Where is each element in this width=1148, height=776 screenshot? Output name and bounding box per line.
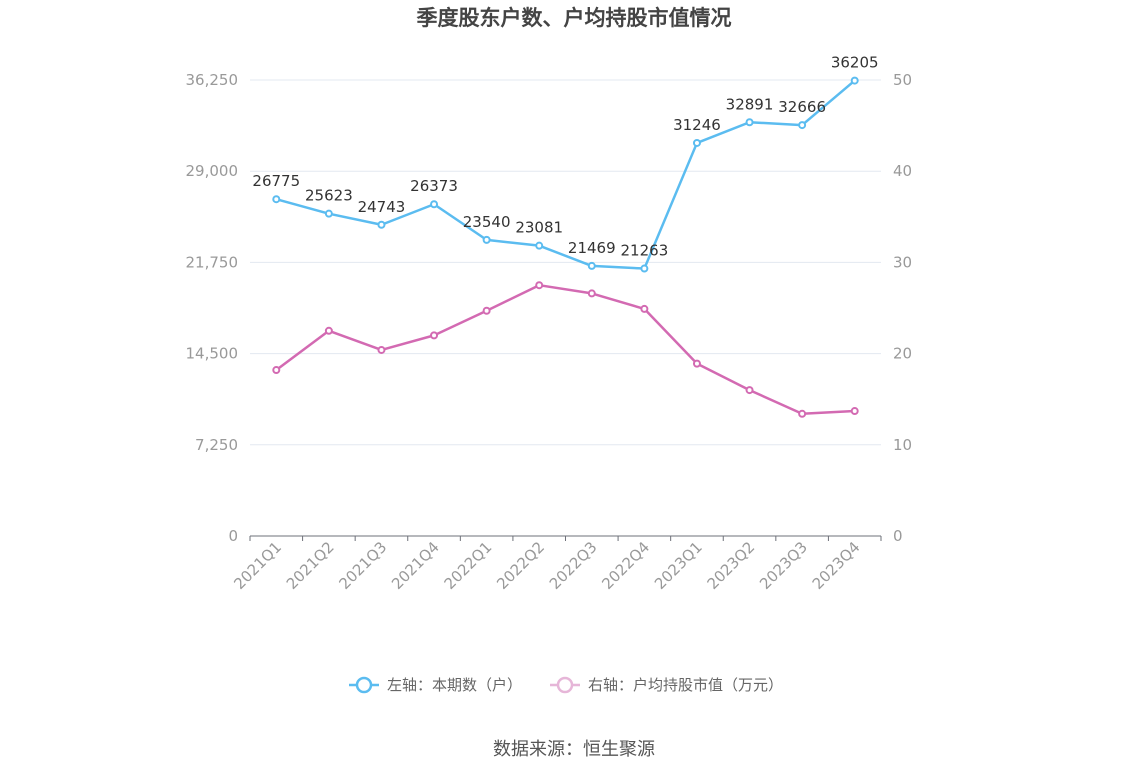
data-label: 31246 [673,116,721,134]
data-point [272,195,281,204]
chart-title: 季度股东户数、户均持股市值情况 [417,6,732,30]
right-tick-label: 10 [893,436,912,454]
data-label: 21263 [621,242,669,260]
x-tick-label: 2022Q4 [598,538,653,593]
grid-lines [250,79,881,446]
data-label: 26373 [410,177,458,195]
x-tick-label: 2023Q4 [809,538,864,593]
data-label: 32666 [778,98,826,116]
x-tick-label: 2022Q1 [441,538,496,593]
data-point [430,200,439,209]
series-line-1 [275,283,855,416]
data-point [798,121,807,130]
right-tick-label: 0 [893,527,903,545]
series-line-0 [275,79,856,270]
data-point [324,326,333,335]
data-point [482,306,491,315]
legend-label-0: 左轴：本期数（户） [387,676,522,694]
x-tick-label: 2022Q3 [546,538,601,593]
left-axis: 0 7,250 14,500 21,750 29,000 36,250 [186,71,239,545]
data-point [535,241,544,250]
data-label: 23081 [515,219,563,237]
data-label: 24743 [358,198,406,216]
data-point [850,76,859,85]
left-tick-label: 14,500 [186,345,239,363]
left-tick-label: 29,000 [186,162,239,180]
data-label: 25623 [305,187,353,205]
right-tick-label: 30 [893,253,912,271]
data-point [692,359,701,368]
data-point [745,386,754,395]
left-tick-label: 7,250 [195,436,238,454]
x-tick-label: 2021Q2 [283,538,338,593]
x-tick-label: 2021Q4 [388,538,443,593]
data-point [798,409,807,418]
legend-marker-0 [355,676,373,694]
legend-marker-1 [556,676,574,694]
x-axis: 2021Q12021Q22021Q32021Q42022Q12022Q22022… [230,535,882,593]
data-point [482,235,491,244]
data-label: 36205 [831,54,879,72]
data-label: 23540 [463,213,511,231]
data-point [692,138,701,147]
data-point [850,407,859,416]
data-point [324,209,333,218]
right-tick-label: 50 [893,71,912,89]
data-point [587,289,596,298]
left-tick-label: 0 [228,527,238,545]
x-tick-label: 2023Q3 [756,538,811,593]
data-point [640,304,649,313]
x-tick-label: 2021Q1 [230,538,285,593]
x-tick-label: 2022Q2 [493,538,548,593]
data-point [377,345,386,354]
right-axis: 0 10 20 30 40 50 [893,71,912,545]
data-point [587,261,596,270]
x-tick-label: 2021Q3 [335,538,390,593]
data-point [377,220,386,229]
data-point [640,264,649,273]
x-tick-label: 2023Q1 [651,538,706,593]
data-label: 32891 [726,95,774,113]
left-tick-label: 21,750 [186,253,239,271]
data-source: 数据来源：恒生聚源 [493,739,655,760]
legend[interactable]: 左轴：本期数（户） 右轴：户均持股市值（万元） [349,676,783,694]
x-tick-label: 2023Q2 [704,538,759,593]
data-label: 26775 [252,172,300,190]
data-label: 21469 [568,239,616,257]
right-tick-label: 40 [893,162,912,180]
data-point [535,281,544,290]
data-point [745,118,754,127]
data-point [430,331,439,340]
data-point [272,366,281,375]
left-tick-label: 36,250 [186,71,239,89]
legend-label-1: 右轴：户均持股市值（万元） [588,676,783,694]
right-tick-label: 20 [893,345,912,363]
